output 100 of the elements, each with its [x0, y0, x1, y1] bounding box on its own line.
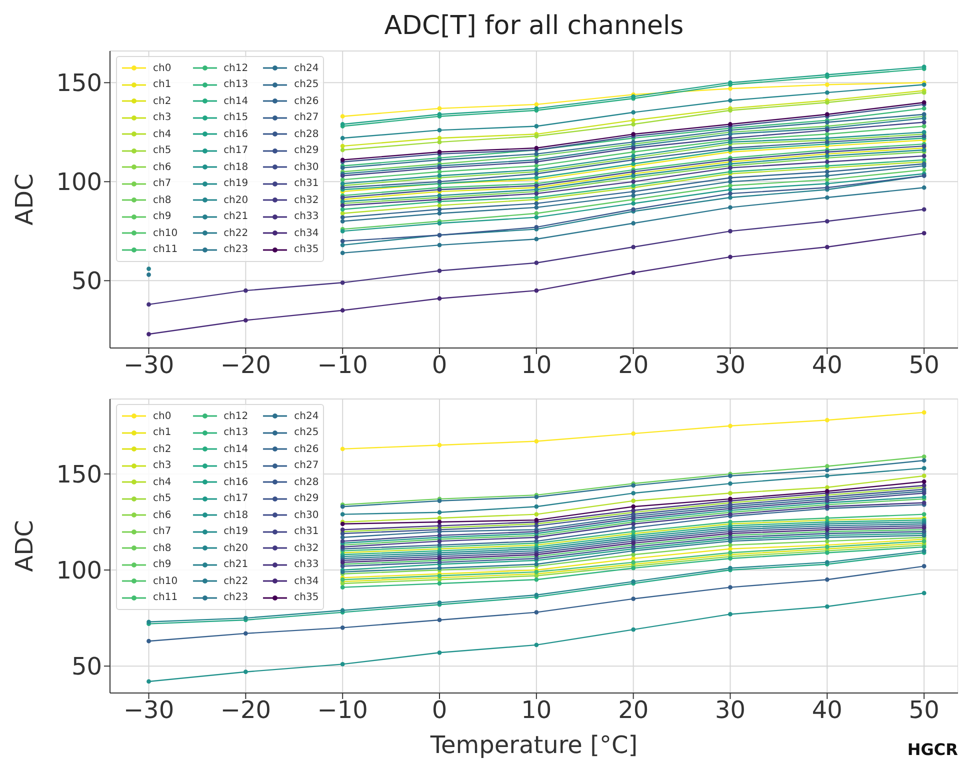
point	[824, 464, 830, 468]
point	[146, 332, 151, 336]
legend-label: ch15	[224, 112, 248, 124]
legend-label: ch16	[224, 476, 248, 488]
legend-label: ch14	[224, 96, 248, 107]
legend-label: ch34	[294, 576, 319, 587]
legend-label: ch25	[294, 427, 319, 438]
x-tick-label: −20	[220, 696, 272, 724]
point	[824, 244, 830, 250]
x-tick-label: 10	[521, 351, 552, 380]
point	[728, 546, 732, 552]
legend-label: ch26	[294, 96, 319, 107]
point	[824, 82, 830, 87]
point	[728, 254, 732, 260]
x-tick-label: 50	[908, 351, 940, 380]
y-tick-label: 100	[56, 556, 102, 585]
point	[146, 266, 151, 271]
point	[146, 679, 151, 684]
point	[922, 120, 926, 124]
y-tick-label: 50	[71, 652, 102, 681]
point	[437, 106, 442, 111]
point	[922, 466, 926, 470]
point	[631, 627, 636, 632]
legend-label: ch6	[153, 162, 172, 173]
point	[824, 577, 830, 582]
point	[824, 90, 830, 95]
legend-label: ch31	[294, 526, 319, 538]
point	[922, 124, 926, 128]
point	[534, 288, 539, 293]
point	[922, 410, 926, 415]
x-tick-label: 10	[521, 696, 552, 724]
point	[437, 211, 442, 216]
point	[922, 207, 926, 212]
point	[824, 468, 830, 472]
legend-label: ch28	[294, 128, 319, 140]
point	[824, 170, 830, 174]
point	[728, 424, 732, 428]
point	[243, 288, 248, 293]
point	[243, 318, 248, 322]
point	[728, 176, 732, 180]
legend-label: ch2	[153, 96, 172, 107]
legend-label: ch25	[294, 79, 319, 90]
point	[728, 481, 732, 486]
legend-label: ch20	[224, 194, 248, 206]
legend-label: ch29	[294, 493, 319, 504]
point	[922, 590, 926, 596]
x-tick-label: 30	[714, 351, 746, 380]
point	[922, 512, 926, 516]
legend-label: ch15	[224, 460, 248, 472]
legend-label: ch22	[224, 228, 248, 239]
point	[534, 642, 539, 648]
point	[340, 280, 345, 285]
legend-label: ch8	[153, 542, 172, 554]
point	[728, 195, 732, 200]
y-tick-label: 50	[71, 267, 102, 296]
point	[631, 189, 636, 194]
point	[631, 122, 636, 126]
legend-label: ch4	[153, 476, 172, 488]
legend-label: ch17	[224, 493, 248, 504]
point	[922, 154, 926, 158]
text: HGCR	[907, 740, 958, 759]
y-axis-title: ADC	[10, 520, 39, 572]
legend-label: ch3	[153, 112, 172, 124]
point	[728, 98, 732, 103]
point	[437, 242, 442, 248]
legend-label: ch1	[153, 79, 172, 90]
point	[728, 585, 732, 590]
x-tick-label: 0	[432, 351, 448, 380]
legend-label: ch21	[224, 559, 248, 570]
legend-label: ch32	[294, 542, 319, 554]
x-tick-label: −20	[220, 351, 272, 380]
point	[340, 308, 345, 313]
point	[922, 479, 926, 484]
legend-label: ch29	[294, 145, 319, 156]
x-tick-label: 30	[714, 696, 746, 724]
point	[534, 236, 539, 242]
point	[824, 132, 830, 136]
legend-label: ch11	[153, 592, 178, 604]
legend-label: ch17	[224, 145, 248, 156]
point	[631, 270, 636, 275]
legend-label: ch33	[294, 559, 319, 570]
point	[824, 181, 830, 186]
point	[922, 458, 926, 463]
chart-title: ADC[T] for all channels	[383, 10, 685, 43]
point	[534, 211, 539, 216]
legend-label: ch0	[153, 410, 172, 422]
legend-label: ch23	[224, 592, 248, 604]
legend-label: ch20	[224, 542, 248, 554]
legend-label: ch12	[224, 62, 248, 74]
point	[437, 296, 442, 301]
point	[922, 564, 926, 568]
point	[437, 520, 442, 524]
point	[146, 302, 151, 307]
x-axis-title: Temperature [°C]	[429, 731, 638, 759]
legend-label: ch5	[153, 145, 172, 156]
point	[728, 183, 732, 188]
point	[340, 662, 345, 666]
legend-label: ch24	[294, 62, 319, 74]
legend-label: ch19	[224, 178, 248, 190]
point	[728, 187, 732, 192]
